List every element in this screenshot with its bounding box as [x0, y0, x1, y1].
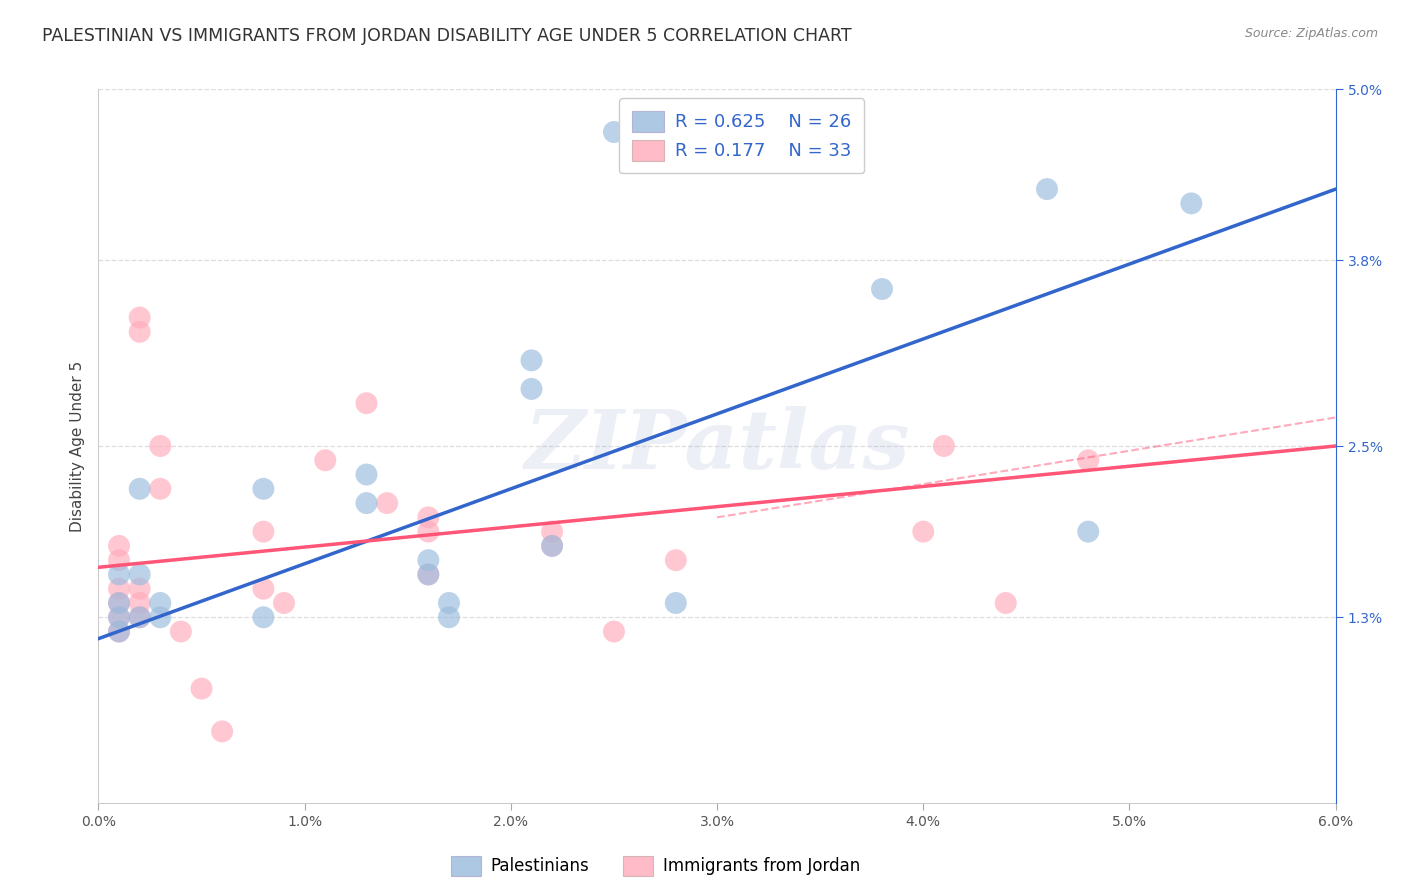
Text: Source: ZipAtlas.com: Source: ZipAtlas.com — [1244, 27, 1378, 40]
Point — [149, 610, 172, 624]
Point — [418, 567, 440, 582]
Point — [128, 610, 150, 624]
Point — [541, 524, 564, 539]
Point — [1036, 182, 1059, 196]
Point — [1180, 196, 1202, 211]
Point — [356, 467, 378, 482]
Point — [356, 496, 378, 510]
Point — [252, 582, 274, 596]
Point — [252, 610, 274, 624]
Point — [437, 596, 460, 610]
Point — [437, 610, 460, 624]
Point — [190, 681, 212, 696]
Point — [108, 596, 131, 610]
Point — [665, 596, 688, 610]
Point — [170, 624, 193, 639]
Point — [149, 596, 172, 610]
Point — [1077, 524, 1099, 539]
Point — [912, 524, 935, 539]
Point — [108, 624, 131, 639]
Point — [128, 310, 150, 325]
Point — [128, 596, 150, 610]
Y-axis label: Disability Age Under 5: Disability Age Under 5 — [69, 360, 84, 532]
Point — [994, 596, 1017, 610]
Point — [665, 553, 688, 567]
Point — [211, 724, 233, 739]
Point — [108, 582, 131, 596]
Point — [273, 596, 295, 610]
Point — [520, 353, 543, 368]
Point — [149, 482, 172, 496]
Point — [128, 582, 150, 596]
Point — [108, 610, 131, 624]
Point — [418, 553, 440, 567]
Point — [108, 610, 131, 624]
Point — [128, 482, 150, 496]
Point — [252, 482, 274, 496]
Point — [314, 453, 336, 467]
Point — [108, 539, 131, 553]
Point — [603, 624, 626, 639]
Point — [356, 396, 378, 410]
Point — [932, 439, 955, 453]
Point — [541, 539, 564, 553]
Point — [128, 610, 150, 624]
Text: PALESTINIAN VS IMMIGRANTS FROM JORDAN DISABILITY AGE UNDER 5 CORRELATION CHART: PALESTINIAN VS IMMIGRANTS FROM JORDAN DI… — [42, 27, 852, 45]
Point — [108, 567, 131, 582]
Point — [149, 439, 172, 453]
Point — [520, 382, 543, 396]
Point — [1077, 453, 1099, 467]
Point — [603, 125, 626, 139]
Point — [418, 567, 440, 582]
Legend: Palestinians, Immigrants from Jordan: Palestinians, Immigrants from Jordan — [439, 845, 872, 888]
Point — [541, 539, 564, 553]
Point — [870, 282, 893, 296]
Text: ZIPatlas: ZIPatlas — [524, 406, 910, 486]
Point — [252, 524, 274, 539]
Point — [108, 553, 131, 567]
Point — [128, 567, 150, 582]
Point — [108, 596, 131, 610]
Point — [108, 624, 131, 639]
Point — [418, 510, 440, 524]
Point — [128, 325, 150, 339]
Point — [418, 524, 440, 539]
Point — [375, 496, 398, 510]
